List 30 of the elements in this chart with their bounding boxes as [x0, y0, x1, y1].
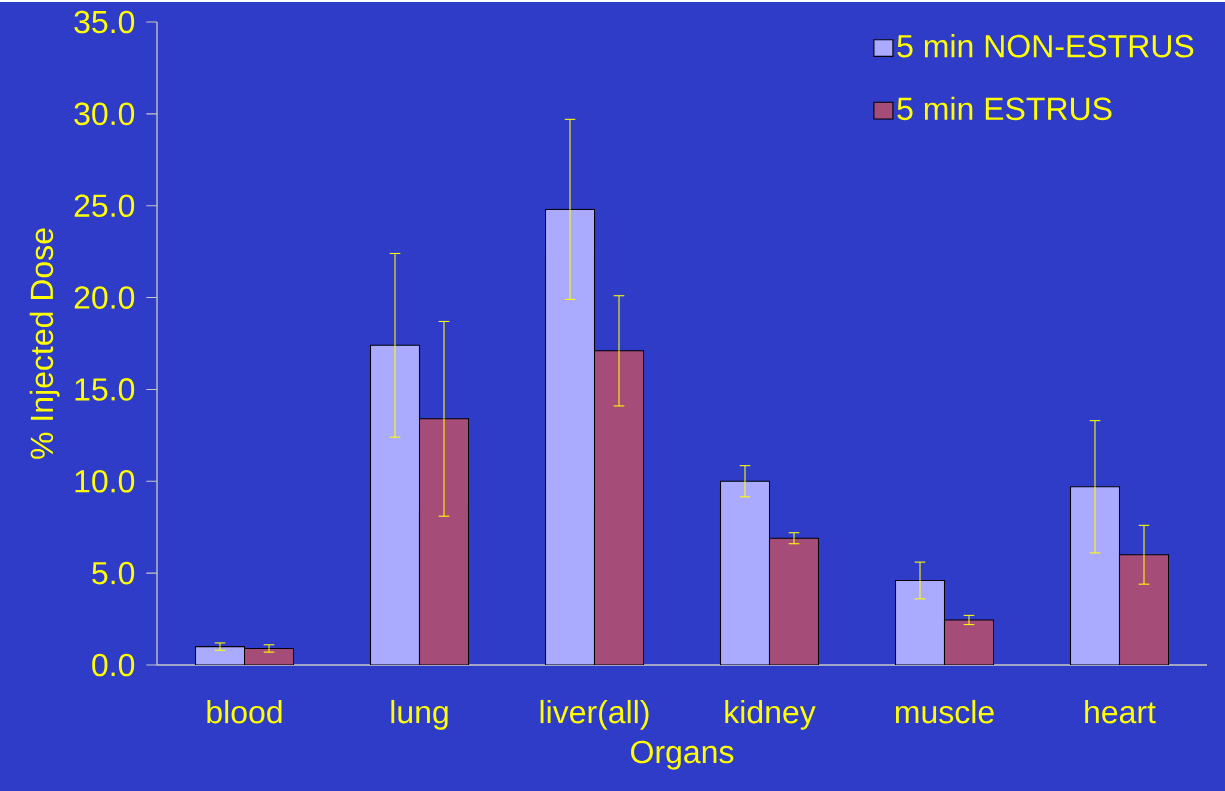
y-tick-label: 25.0	[74, 194, 135, 218]
x-tick-label: lung	[391, 699, 448, 730]
y-tick-label: 0.0	[92, 653, 135, 677]
x-tick-label: muscle	[895, 699, 994, 724]
bar	[369, 344, 421, 665]
y-tick-label: 5.0	[92, 561, 135, 585]
y-axis-title: % Injected Dose	[29, 228, 60, 459]
bar	[1118, 554, 1170, 665]
bar	[894, 579, 946, 665]
bar	[593, 350, 645, 665]
x-tick-label: heart	[1085, 699, 1156, 724]
bar	[194, 646, 246, 665]
legend-label: 5 min ESTRUS	[897, 96, 1112, 121]
y-tick-label: 20.0	[74, 286, 135, 309]
x-tick-label: blood	[207, 699, 282, 724]
legend-label: 5 min NON-ESTRUS	[897, 34, 1194, 58]
x-tick-label: liver(all)	[540, 699, 649, 730]
bar	[418, 418, 470, 665]
bar	[544, 208, 596, 665]
bar	[768, 537, 820, 665]
bar	[243, 647, 295, 665]
bar	[1069, 486, 1121, 665]
x-tick-label: kidney	[725, 699, 816, 730]
y-tick-label: 30.0	[74, 102, 135, 126]
y-tick-label: 15.0	[75, 378, 135, 401]
bar	[943, 619, 995, 665]
bar	[719, 480, 771, 665]
y-tick-label: 35.0	[74, 10, 135, 34]
y-tick-label: 10.0	[75, 469, 135, 493]
x-axis-title: Organs	[631, 740, 734, 770]
